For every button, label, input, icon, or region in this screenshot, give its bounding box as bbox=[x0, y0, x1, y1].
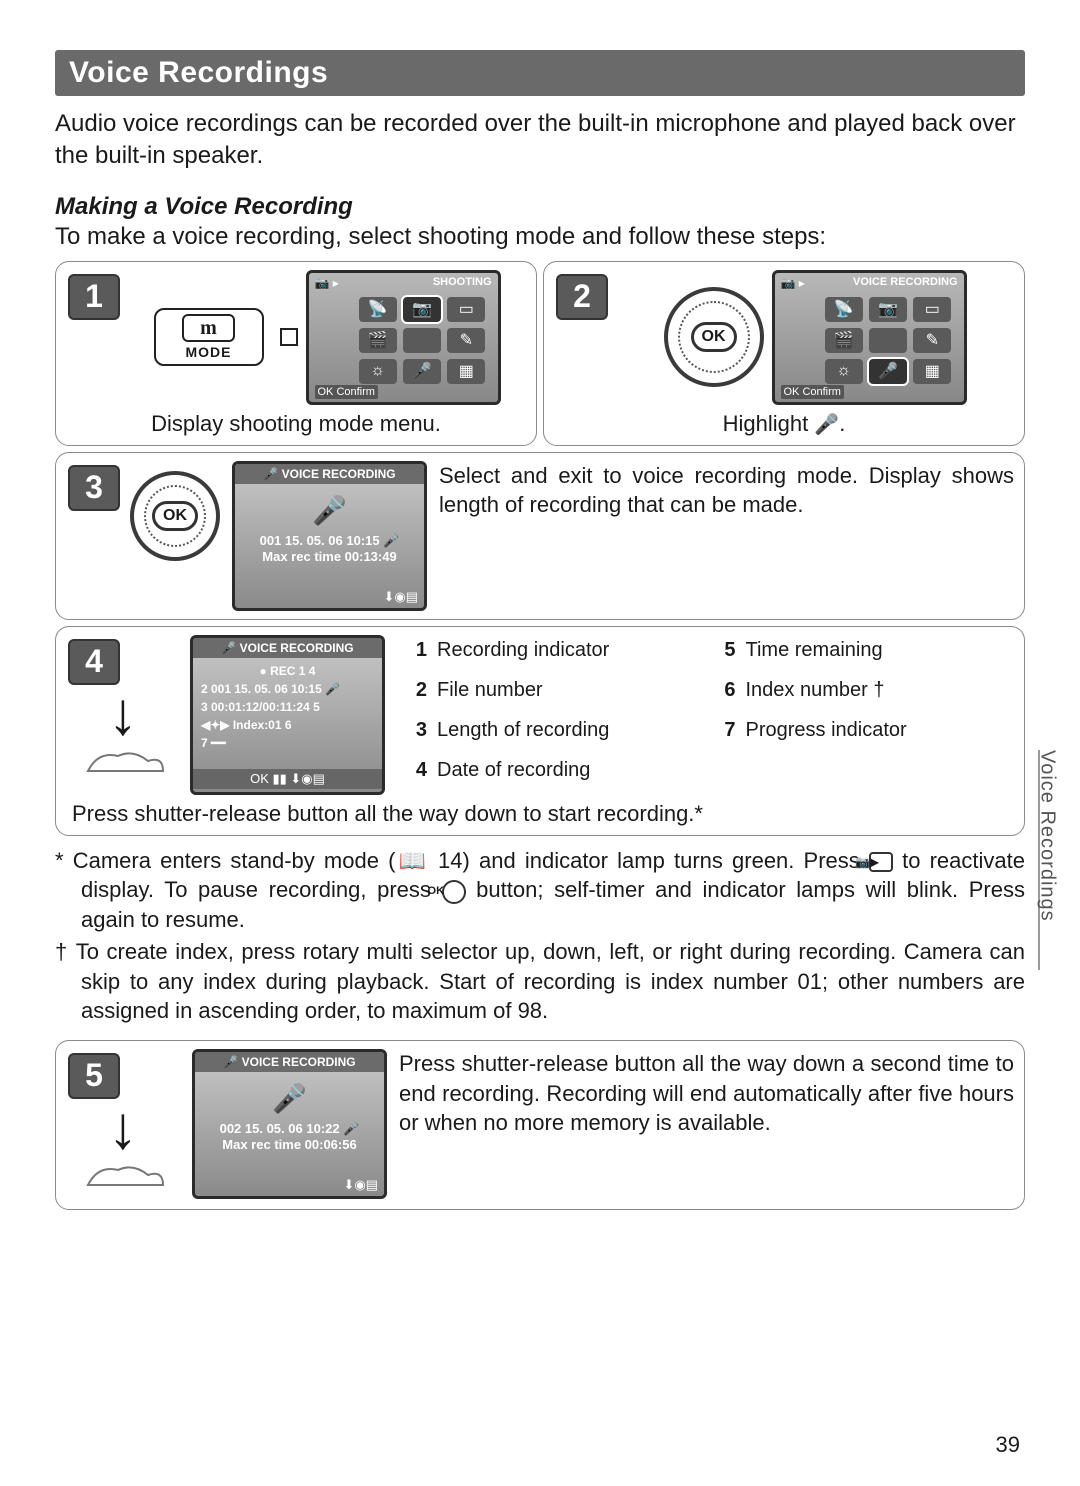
lcd-vr-head: 🎤 VOICE RECORDING bbox=[195, 1052, 384, 1072]
side-tab-label: Voice Recordings bbox=[1030, 750, 1059, 922]
hand-icon bbox=[78, 741, 168, 781]
lcd-vr-foot: ⬇◉▤ bbox=[383, 589, 418, 605]
dial-ok-illustration: OK bbox=[130, 471, 220, 561]
camera-play-icon: 📷▶ bbox=[869, 852, 893, 872]
square-icon bbox=[280, 328, 298, 346]
footnote-1: * Camera enters stand-by mode (📖 14) and… bbox=[55, 846, 1025, 935]
lcd-voice-recording-active: 🎤 VOICE RECORDING ● REC 1 4 2 001 15. 05… bbox=[190, 635, 385, 795]
step-4-caption: Press shutter-release button all the way… bbox=[66, 801, 1014, 827]
mode-button-illustration: m MODE bbox=[154, 308, 264, 366]
arrow-down-icon: ↓ bbox=[108, 1101, 138, 1155]
lcd-voice-recording-ready: 🎤 VOICE RECORDING 🎤 001 15. 05. 06 10:15… bbox=[232, 461, 427, 611]
sub-text: To make a voice recording, select shooti… bbox=[55, 223, 1025, 251]
lcd-vr-head: 🎤 VOICE RECORDING bbox=[193, 638, 382, 658]
step-5-number: 5 bbox=[68, 1053, 120, 1099]
steps-grid: 1 m MODE 📷 ▸ SHOOTING 📡📷▭ 🎬 ✎ ☼🎤▦ bbox=[55, 261, 1025, 836]
step-2-number: 2 bbox=[556, 274, 608, 320]
lcd-vr-line1: 001 15. 05. 06 10:15 🎤 bbox=[235, 533, 424, 549]
hand-icon bbox=[78, 1155, 168, 1195]
lcd-confirm: OK Confirm bbox=[315, 385, 378, 399]
lcd-voice-menu: 📷 ▸ VOICE RECORDING 📡📷▭ 🎬 ✎ ☼🎤▦ OK Confi… bbox=[772, 270, 967, 405]
step-4: 4 ↓ 🎤 VOICE RECORDING ● REC 1 4 2 001 15… bbox=[55, 626, 1025, 836]
lcd-vr-foot: OK ▮▮ ⬇◉▤ bbox=[193, 769, 382, 789]
ok-label: OK bbox=[152, 501, 198, 531]
step-5-desc: Press shutter-release button all the way… bbox=[399, 1049, 1014, 1138]
ok-label: OK bbox=[691, 322, 737, 352]
mode-label: MODE bbox=[186, 344, 232, 360]
step-5: 5 ↓ 🎤 VOICE RECORDING 🎤 002 15. 05. 06 1… bbox=[55, 1040, 1025, 1210]
step-4-legend: 1Recording indicator 5Time remaining 2Fi… bbox=[397, 635, 1014, 795]
lcd-vr-line1: 002 15. 05. 06 10:22 🎤 bbox=[195, 1121, 384, 1137]
lcd-l3: 3 00:01:12/00:11:24 5 bbox=[201, 698, 374, 716]
sub-heading: Making a Voice Recording bbox=[55, 193, 1025, 221]
lcd-vr-line2: Max rec time 00:06:56 bbox=[195, 1137, 384, 1152]
step-2: 2 OK 📷 ▸ VOICE RECORDING 📡📷▭ 🎬 ✎ ☼🎤▦ OK … bbox=[543, 261, 1025, 446]
page-number: 39 bbox=[996, 1432, 1020, 1458]
lcd-title: VOICE RECORDING bbox=[853, 276, 958, 288]
camera-icon: 📷 ▸ bbox=[315, 276, 339, 290]
microphone-icon: 🎤 bbox=[312, 494, 347, 527]
lcd-confirm: OK Confirm bbox=[781, 385, 844, 399]
step-1-number: 1 bbox=[68, 274, 120, 320]
step-3-number: 3 bbox=[68, 465, 120, 511]
camera-icon: 📷 ▸ bbox=[781, 276, 805, 290]
mode-m-label: m bbox=[182, 314, 235, 342]
press-shutter-illustration: ↓ bbox=[66, 681, 180, 787]
microphone-icon: 🎤 bbox=[272, 1082, 307, 1115]
lcd-vr-head: 🎤 VOICE RECORDING bbox=[235, 464, 424, 484]
lcd-voice-recording-done: 🎤 VOICE RECORDING 🎤 002 15. 05. 06 10:22… bbox=[192, 1049, 387, 1199]
lcd-l1: ● REC 1 4 bbox=[201, 662, 374, 680]
side-tab: Voice Recordings bbox=[1028, 750, 1060, 970]
step-1: 1 m MODE 📷 ▸ SHOOTING 📡📷▭ 🎬 ✎ ☼🎤▦ bbox=[55, 261, 537, 446]
footnote-2: † To create index, press rotary multi se… bbox=[55, 937, 1025, 1026]
lcd-l4: ◀✦▶ Index:01 6 bbox=[201, 716, 374, 734]
step-2-caption: Highlight 🎤. bbox=[554, 411, 1014, 437]
step-3: 3 OK 🎤 VOICE RECORDING 🎤 001 15. 05. 06 … bbox=[55, 452, 1025, 620]
footnotes: * Camera enters stand-by mode (📖 14) and… bbox=[55, 846, 1025, 1026]
dial-illustration: OK bbox=[664, 287, 764, 387]
arrow-down-icon: ↓ bbox=[108, 687, 138, 741]
step-3-desc: Select and exit to voice recording mode.… bbox=[439, 461, 1014, 520]
lcd-shooting-menu: 📷 ▸ SHOOTING 📡📷▭ 🎬 ✎ ☼🎤▦ OK Confirm bbox=[306, 270, 501, 405]
intro-text: Audio voice recordings can be recorded o… bbox=[55, 108, 1025, 173]
lcd-vr-line2: Max rec time 00:13:49 bbox=[235, 549, 424, 564]
lcd-vr-foot: ⬇◉▤ bbox=[343, 1177, 378, 1193]
lcd-title: SHOOTING bbox=[433, 276, 492, 288]
step-1-caption: Display shooting mode menu. bbox=[66, 411, 526, 437]
microphone-icon: 🎤 bbox=[814, 414, 839, 436]
ok-button-icon: OK bbox=[442, 880, 466, 904]
lcd-l5: 7 ━━ bbox=[201, 734, 374, 752]
step-4-number: 4 bbox=[68, 639, 120, 685]
lcd-l2: 2 001 15. 05. 06 10:15 🎤 bbox=[201, 680, 374, 698]
section-header: Voice Recordings bbox=[55, 50, 1025, 96]
press-shutter-illustration: ↓ bbox=[66, 1095, 180, 1201]
